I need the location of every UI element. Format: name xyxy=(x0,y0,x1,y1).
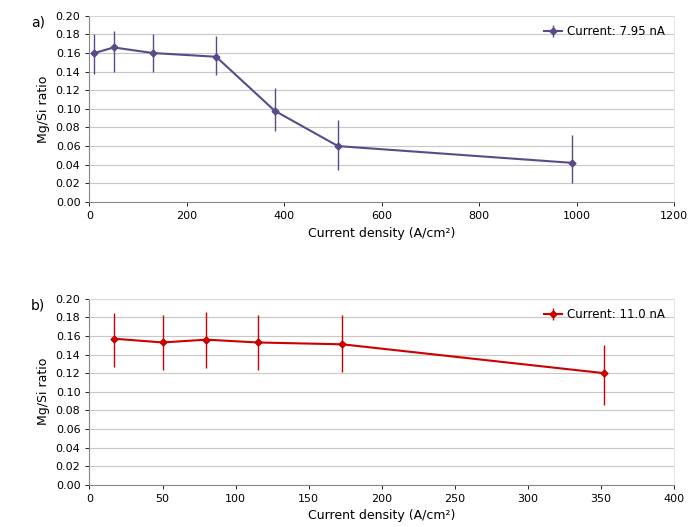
Y-axis label: Mg/Si ratio: Mg/Si ratio xyxy=(37,358,50,425)
Y-axis label: Mg/Si ratio: Mg/Si ratio xyxy=(37,75,50,143)
Text: a): a) xyxy=(31,16,45,30)
Text: b): b) xyxy=(31,299,45,313)
Legend: Current: 11.0 nA: Current: 11.0 nA xyxy=(541,305,668,325)
X-axis label: Current density (A/cm²): Current density (A/cm²) xyxy=(308,227,455,239)
Legend: Current: 7.95 nA: Current: 7.95 nA xyxy=(541,22,668,42)
X-axis label: Current density (A/cm²): Current density (A/cm²) xyxy=(308,510,455,522)
